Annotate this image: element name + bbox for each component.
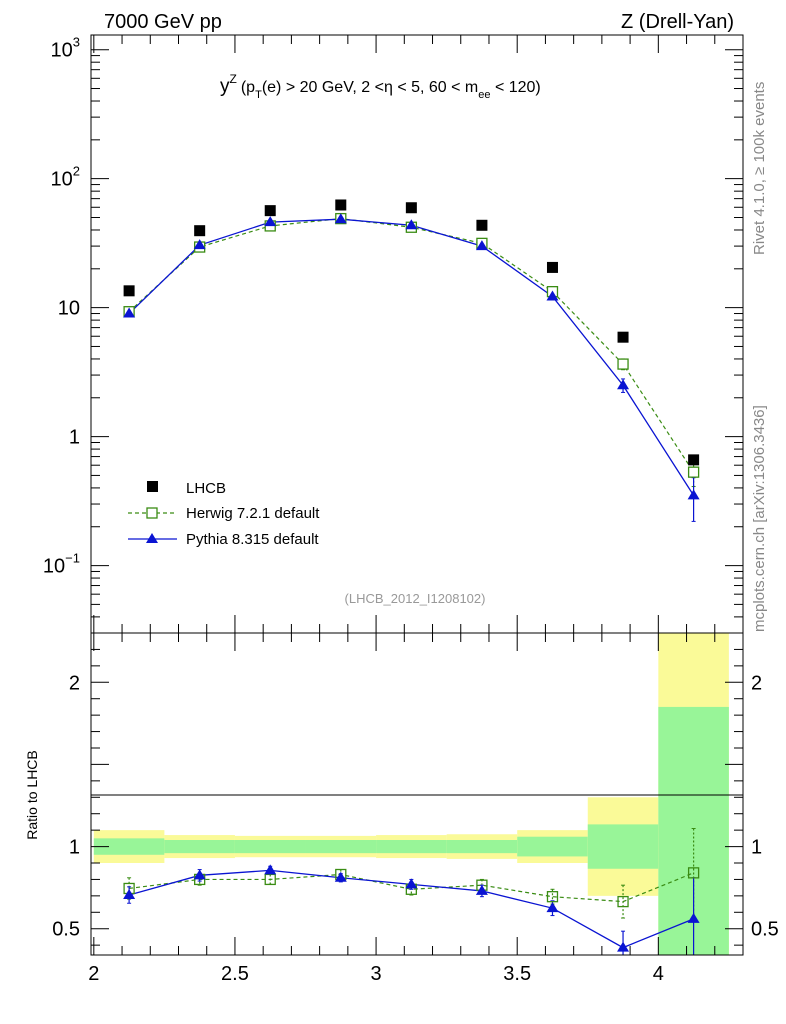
pythia-point xyxy=(405,219,418,230)
legend-lhcb-marker xyxy=(147,481,158,492)
herwig-point xyxy=(687,466,700,478)
ratio-herwig-point xyxy=(264,873,276,886)
ratio-ytick-label-right: 0.5 xyxy=(751,919,779,941)
ratio-ylabel: Ratio to LHCB xyxy=(24,750,40,839)
header-left: 7000 GeV pp xyxy=(104,11,222,33)
ratio-ticks: 0.5 0.5 1 1 2 2 2 2.5 3 3.5 4 xyxy=(52,633,779,985)
ratio-xtick-label: 3.5 xyxy=(503,963,531,985)
ratio-herwig-point xyxy=(687,867,700,879)
ratio-xtick-label: 4 xyxy=(653,963,664,985)
lhcb-point xyxy=(264,205,276,217)
pythia-point xyxy=(475,240,488,251)
ratio-pythia-point xyxy=(264,864,277,875)
ratio-pythia-point xyxy=(546,902,559,913)
pythia-line xyxy=(128,218,695,496)
ratio-pythia-point xyxy=(475,884,488,895)
pythia-point xyxy=(193,239,206,250)
ratio-herwig-point xyxy=(546,891,559,903)
ratio-band-inner xyxy=(234,840,306,854)
ratio-band-inner xyxy=(446,840,518,854)
ratio-pythia-point xyxy=(405,878,418,889)
ratio-xtick-label: 3 xyxy=(371,963,382,985)
ratio-ytick-label-left: 2 xyxy=(69,672,80,694)
lhcb-point xyxy=(405,202,417,214)
ratio-ytick-label-left: 1 xyxy=(69,837,80,859)
ratio-bands xyxy=(93,633,729,955)
analysis-watermark: (LHCB_2012_I1208102) xyxy=(345,591,486,606)
main-ytick-label: 10−1 xyxy=(43,551,80,578)
ratio-pythia-point xyxy=(687,912,700,923)
ratio-ytick-label-right: 2 xyxy=(751,672,762,694)
pythia-point xyxy=(123,307,136,318)
legend-lhcb-label: LHCB xyxy=(186,480,226,497)
legend-herwig-marker xyxy=(146,507,158,519)
ratio-band-inner xyxy=(376,840,447,854)
pythia-point xyxy=(264,216,277,227)
ratio-pythia-point xyxy=(123,889,136,900)
lhcb-point xyxy=(476,219,488,231)
mcplots-label: mcplots.cern.ch [arXiv:1306.3436] xyxy=(751,405,768,632)
pythia-point xyxy=(546,290,559,301)
main-panel: 10−1 1 10 102 103 yZ (pT(e) > 20 GeV, 2 <η < … xyxy=(43,34,744,634)
lhcb-point xyxy=(688,454,700,466)
ratio-herwig-point xyxy=(617,895,629,908)
main-ytick-label: 1 xyxy=(69,427,80,449)
ratio-ytick-label-left: 0.5 xyxy=(52,919,80,941)
header-right: Z (Drell-Yan) xyxy=(621,11,734,33)
ratio-panel: 0.5 0.5 1 1 2 2 2 2.5 3 3.5 4 Ratio to LHCB xyxy=(24,632,779,985)
ratio-band-inner xyxy=(93,838,165,855)
main-ytick-label: 103 xyxy=(51,35,80,62)
ratio-band-inner xyxy=(164,840,235,854)
ratio-band-inner xyxy=(305,840,377,854)
ratio-data-layer xyxy=(123,828,700,956)
ratio-pythia-point xyxy=(617,941,630,952)
legend-pythia-marker xyxy=(146,533,158,543)
ratio-xtick-label: 2 xyxy=(88,963,99,985)
ratio-ytick-label-right: 1 xyxy=(751,837,762,859)
main-ytick-label: 102 xyxy=(51,164,80,191)
legend-herwig-label: Herwig 7.2.1 default xyxy=(186,505,320,522)
main-title: yZ (pT(e) > 20 GeV, 2 <η < 5, 60 < mee < … xyxy=(220,72,541,101)
lhcb-point xyxy=(123,285,135,297)
legend: LHCB Herwig 7.2.1 default Pythia 8.315 d… xyxy=(128,480,320,548)
pythia-point xyxy=(334,213,347,224)
rivet-label: Rivet 4.1.0, ≥ 100k events xyxy=(751,82,768,255)
lhcb-point xyxy=(194,225,206,237)
lhcb-point xyxy=(546,261,558,273)
ratio-herwig-line xyxy=(129,872,694,903)
ratio-band-inner xyxy=(517,836,588,857)
main-data-layer xyxy=(123,199,700,522)
ratio-pythia-point xyxy=(334,871,347,882)
main-y-ticks: 10−1 1 10 102 103 xyxy=(43,35,743,634)
ratio-band-inner xyxy=(587,824,659,869)
ratio-pythia-point xyxy=(193,869,206,880)
ratio-frame xyxy=(90,632,744,956)
herwig-line xyxy=(128,218,695,473)
main-ytick-label: 10 xyxy=(58,298,80,320)
legend-pythia-label: Pythia 8.315 default xyxy=(186,531,319,548)
lhcb-point xyxy=(335,199,347,211)
pythia-point xyxy=(687,489,700,500)
lhcb-point xyxy=(617,331,629,343)
pythia-point xyxy=(617,379,630,390)
ratio-xtick-label: 2.5 xyxy=(221,963,249,985)
herwig-point xyxy=(617,358,629,370)
